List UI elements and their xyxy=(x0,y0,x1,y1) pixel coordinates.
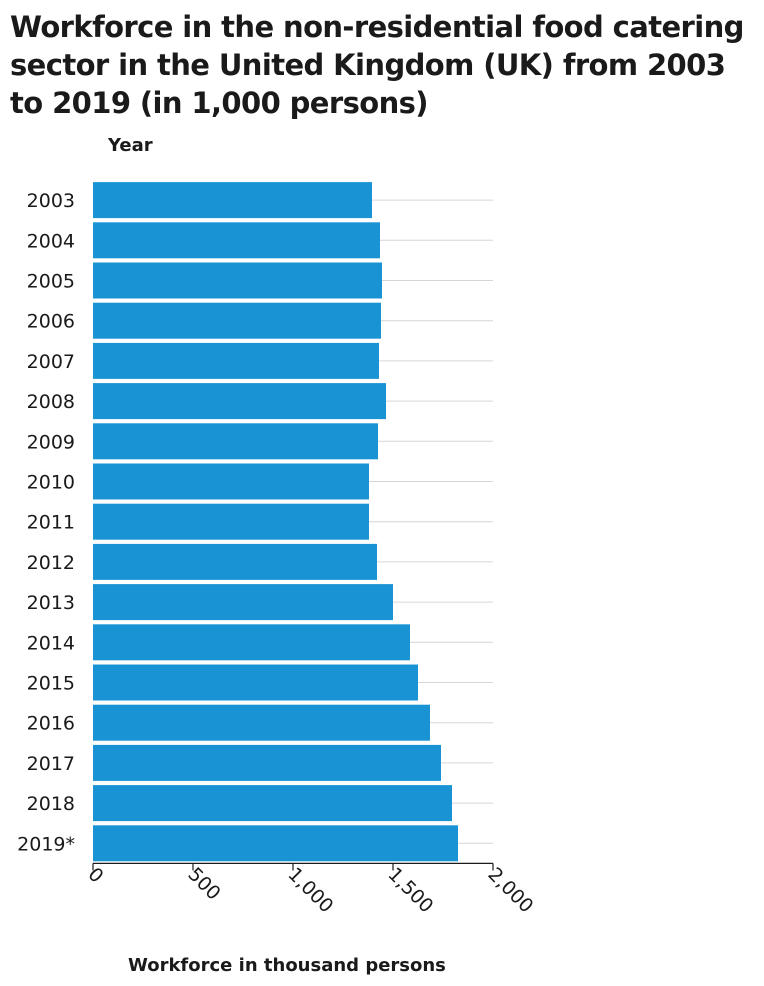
x-axis-title: Workforce in thousand persons xyxy=(128,955,446,976)
bar-2003 xyxy=(93,182,372,219)
y-axis-title: Year xyxy=(108,135,153,156)
bar-2013 xyxy=(93,584,393,621)
category-label: 2016 xyxy=(27,713,75,735)
category-label: 2003 xyxy=(27,190,75,212)
bar-2006 xyxy=(93,302,381,339)
bar-2012 xyxy=(93,543,377,580)
bar-2019 xyxy=(93,825,458,862)
bar-2010 xyxy=(93,463,369,500)
bar-2015 xyxy=(93,664,418,701)
bar-2005 xyxy=(93,262,382,299)
bar-2018 xyxy=(93,785,452,822)
category-label: 2012 xyxy=(27,552,75,574)
x-tick-label: 0 xyxy=(83,863,107,887)
x-tick-label: 2,000 xyxy=(483,863,537,917)
category-label: 2013 xyxy=(27,592,75,614)
category-label: 2015 xyxy=(27,673,75,695)
bar-2014 xyxy=(93,624,410,661)
x-tick-label: 1,000 xyxy=(283,863,337,917)
bar-2007 xyxy=(93,342,379,379)
category-label: 2014 xyxy=(27,632,75,654)
bar-2009 xyxy=(93,423,378,460)
category-label: 2009 xyxy=(27,431,75,453)
chart-title: Workforce in the non-residential food ca… xyxy=(10,10,744,120)
x-axis: 0 500 1,000 1,500 2,000 xyxy=(83,862,537,917)
category-label: 2005 xyxy=(27,271,75,293)
x-tick-label: 500 xyxy=(183,863,224,904)
category-label: 2007 xyxy=(27,351,75,373)
category-label: 2004 xyxy=(27,230,75,252)
category-label: 2017 xyxy=(27,753,75,775)
category-labels: 2003 2004 2005 2006 2007 2008 2009 2010 2011 2012… xyxy=(17,190,75,855)
bars xyxy=(93,182,458,862)
bar-2008 xyxy=(93,383,386,420)
category-label: 2018 xyxy=(27,793,75,815)
category-label: 2006 xyxy=(27,311,75,333)
bar-2017 xyxy=(93,744,441,781)
bar-2011 xyxy=(93,503,369,540)
x-tick-label: 1,500 xyxy=(383,863,437,917)
bar-2016 xyxy=(93,704,430,741)
category-label: 2011 xyxy=(27,512,75,534)
bar-2004 xyxy=(93,222,380,259)
category-label: 2010 xyxy=(27,472,75,494)
category-label: 2019* xyxy=(17,833,75,855)
category-label: 2008 xyxy=(27,391,75,413)
